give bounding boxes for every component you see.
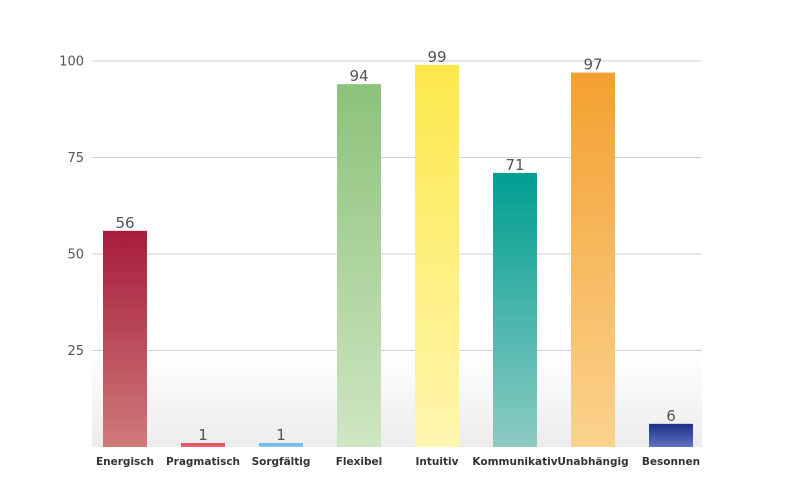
- bar: [493, 172, 537, 447]
- value-label: 94: [349, 67, 368, 85]
- bar: [571, 72, 615, 447]
- value-label: 1: [276, 426, 286, 444]
- y-tick-label: 50: [67, 248, 84, 263]
- x-tick-label: Besonnen: [642, 456, 700, 468]
- y-axis-tick-labels: 25 50 75 100: [59, 55, 84, 360]
- y-tick-label: 100: [59, 55, 84, 70]
- value-label: 6: [666, 407, 676, 425]
- bars: [103, 64, 693, 448]
- x-tick-label: Flexibel: [336, 456, 383, 468]
- value-label: 97: [583, 56, 602, 74]
- bar: [649, 423, 693, 447]
- x-tick-label: Pragmatisch: [166, 456, 240, 468]
- x-tick-label: Energisch: [96, 456, 154, 468]
- value-label: 99: [427, 48, 446, 66]
- x-tick-label: Intuitiv: [416, 456, 459, 468]
- x-tick-label: Sorgfältig: [252, 456, 311, 468]
- bar: [259, 443, 303, 447]
- y-tick-label: 25: [67, 344, 84, 359]
- bar: [337, 84, 381, 447]
- bar: [181, 443, 225, 447]
- x-tick-label: Kommunikativ: [472, 456, 557, 468]
- value-labels: 56 1 1 94 99 71 97 6: [115, 48, 675, 444]
- value-label: 56: [115, 214, 134, 232]
- x-axis-category-labels: Energisch Pragmatisch Sorgfältig Flexibel In…: [96, 456, 700, 468]
- y-tick-label: 75: [67, 151, 84, 166]
- value-label: 1: [198, 426, 208, 444]
- x-tick-label: Unabhängig: [557, 456, 628, 468]
- value-label: 71: [505, 156, 524, 174]
- bar: [103, 230, 147, 447]
- bar: [415, 64, 459, 448]
